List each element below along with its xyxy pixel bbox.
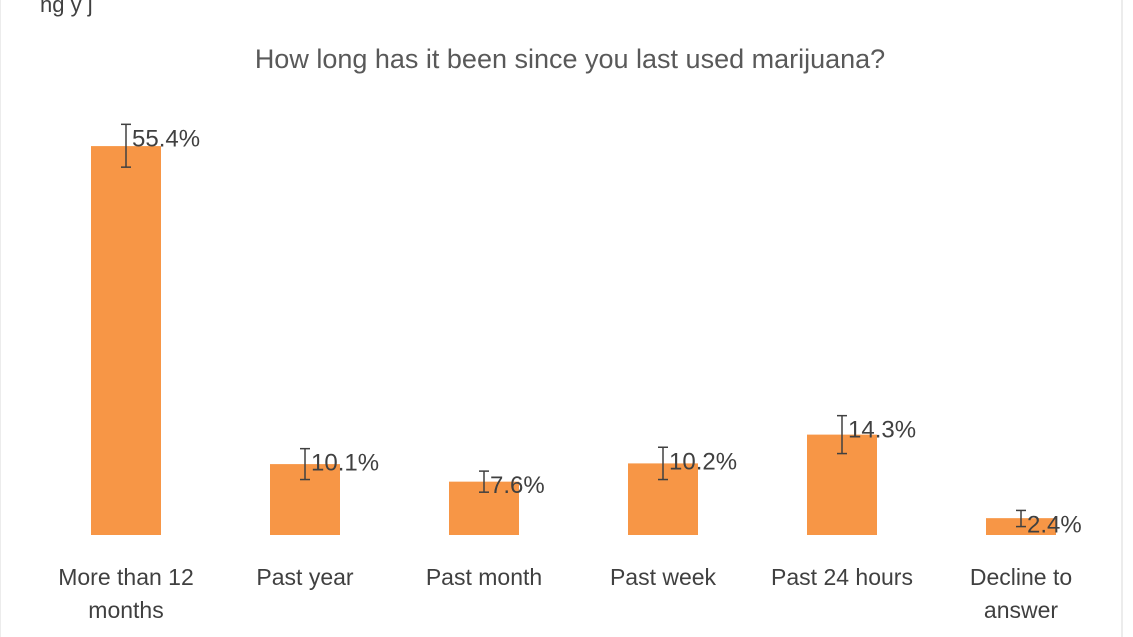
data-label: 10.1% — [311, 450, 379, 477]
category-label: Past year — [256, 564, 353, 590]
category-label: Past month — [426, 564, 542, 590]
category-label: Past 24 hours — [771, 564, 913, 590]
clipped-header-text: ng y j — [40, 0, 93, 17]
category-label: More than 12 — [58, 564, 194, 590]
bar — [91, 146, 161, 536]
chart-title: How long has it been since you last used… — [255, 44, 885, 74]
data-label: 7.6% — [490, 472, 545, 499]
data-label: 14.3% — [848, 417, 916, 444]
category-label: answer — [984, 597, 1058, 623]
data-label: 55.4% — [132, 125, 200, 152]
plot-area: 55.4% More than 12 months 10.1% Past year 7.6… — [58, 123, 1082, 623]
category-label: months — [88, 597, 163, 623]
category-label: Past week — [610, 564, 717, 590]
category-label: Decline to — [970, 564, 1072, 590]
data-label: 10.2% — [669, 448, 737, 475]
data-label: 2.4% — [1027, 511, 1082, 538]
